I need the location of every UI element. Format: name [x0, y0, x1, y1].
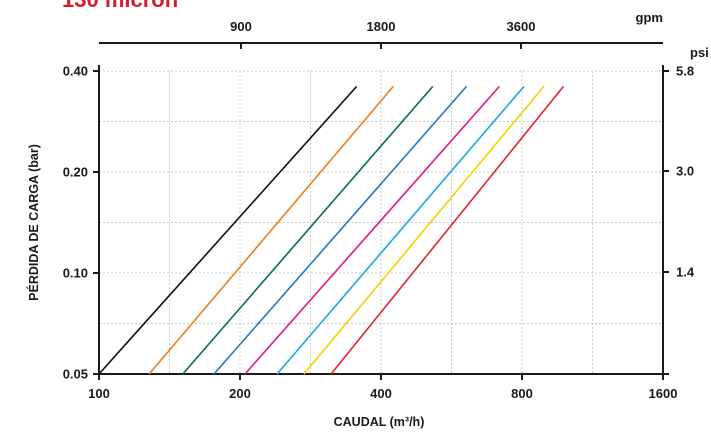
gpm-tick-label: 900 [230, 19, 252, 34]
x-tick-label: 400 [370, 386, 392, 401]
series-line-2 [148, 85, 394, 375]
y-axis-title: PÉRDIDA DE CARGA (bar) [26, 144, 41, 301]
series-line-8 [330, 85, 565, 375]
gpm-unit-label: gpm [636, 10, 663, 25]
grid [98, 70, 664, 375]
x-tick-label: 800 [511, 386, 533, 401]
series-line-4 [213, 85, 468, 375]
series-line-7 [303, 85, 545, 375]
y-tick-label: 0.40 [63, 64, 88, 79]
y-tick-label: 0.20 [63, 165, 88, 180]
gpm-tick-label: 1800 [367, 19, 396, 34]
gpm-tick-label: 3600 [507, 19, 536, 34]
psi-tick-label: 1.4 [676, 265, 695, 280]
x-tick-label: 200 [229, 386, 251, 401]
series-line-6 [276, 85, 525, 375]
psi-unit-label: psi [690, 45, 709, 60]
x-tick-label: 1600 [649, 386, 678, 401]
psi-tick-label: 5.8 [676, 64, 694, 79]
axes [93, 42, 669, 380]
x-tick-label: 100 [88, 386, 110, 401]
series-line-3 [182, 85, 434, 375]
chart-title: 130 micron [62, 0, 178, 12]
series-line-5 [244, 85, 500, 375]
labels: 100 200 400 800 1600 0.05 0.10 0.20 0.40 900 1800 3… [26, 10, 709, 429]
y-tick-label: 0.05 [63, 367, 88, 382]
y-tick-label: 0.10 [63, 266, 88, 281]
series-line-1 [98, 85, 358, 375]
psi-tick-label: 3.0 [676, 164, 694, 179]
x-axis-title: CAUDAL (m³/h) [334, 415, 425, 429]
series-group [98, 85, 565, 375]
